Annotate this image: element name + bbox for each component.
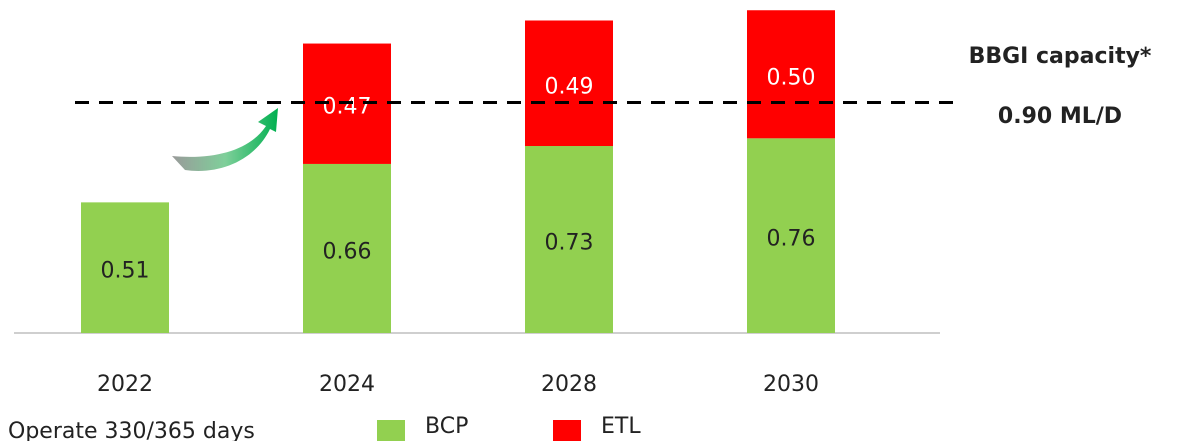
bar-segment <box>81 202 169 333</box>
legend-swatch <box>377 420 405 441</box>
data-label: 0.76 <box>767 227 816 252</box>
x-tick-label: 2022 <box>97 372 153 397</box>
data-label: 0.66 <box>323 239 372 264</box>
data-label: 0.49 <box>545 74 594 99</box>
legend-label: BCP <box>425 414 468 439</box>
bar-segment <box>747 138 835 333</box>
footnote: Operate 330/365 days <box>8 419 255 441</box>
data-label: 0.47 <box>323 95 372 120</box>
bar-segment <box>747 10 835 139</box>
x-tick-label: 2024 <box>319 372 375 397</box>
reference-label: BBGI capacity* <box>969 44 1152 69</box>
growth-arrow <box>172 108 278 171</box>
data-label: 0.73 <box>545 231 594 256</box>
legend-swatch <box>553 420 581 441</box>
x-tick-label: 2028 <box>541 372 597 397</box>
bar-segment <box>525 146 613 333</box>
data-label: 0.51 <box>101 259 150 284</box>
data-label: 0.50 <box>767 65 816 90</box>
bar-segment <box>525 20 613 147</box>
reference-value-label: 0.90 ML/D <box>998 104 1122 129</box>
bar-segment <box>303 163 391 333</box>
x-tick-label: 2030 <box>763 372 819 397</box>
legend-label: ETL <box>601 414 641 439</box>
